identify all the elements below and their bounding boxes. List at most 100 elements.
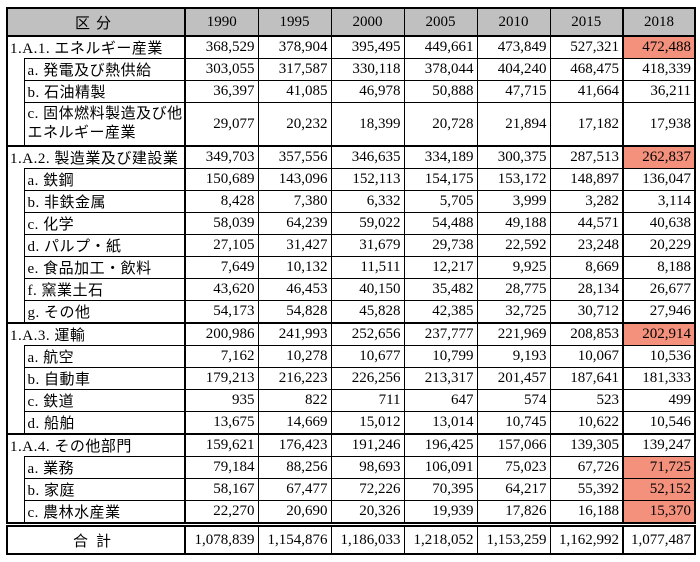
- indent-strip: [6, 168, 25, 323]
- value-cell: 9,925: [476, 256, 551, 279]
- value-cell: 70,395: [403, 478, 478, 501]
- value-cell: 176,423: [257, 433, 332, 457]
- value-cell: 179,213: [184, 367, 259, 390]
- section-row: 1.A.2. 製造業及び建設業 349,703 357,556 346,635 334,…: [6, 145, 696, 169]
- value-cell: 29,077: [184, 102, 259, 147]
- value-cell: 10,546: [622, 411, 696, 435]
- value-cell: 44,571: [549, 212, 624, 235]
- year-header: 2010: [476, 7, 551, 37]
- value-cell: 11,511: [330, 256, 405, 279]
- value-cell: 22,592: [476, 234, 551, 257]
- value-cell: 3,999: [476, 190, 551, 213]
- value-cell: 262,837: [622, 145, 696, 169]
- total-row: 合計 1,078,839 1,154,876 1,186,033 1,218,052 1,…: [6, 522, 696, 555]
- value-cell: 159,621: [184, 433, 259, 457]
- value-cell: 20,728: [403, 102, 478, 147]
- value-cell: 472,488: [622, 35, 696, 59]
- value-cell: 3,282: [549, 190, 624, 213]
- value-cell: 139,247: [622, 433, 696, 457]
- value-cell: 64,239: [257, 212, 332, 235]
- subrow-label: f. 窯業土石: [23, 278, 187, 301]
- value-cell: 64,217: [476, 478, 551, 501]
- value-cell: 647: [403, 389, 478, 412]
- value-cell: 10,677: [330, 345, 405, 368]
- subrow-label: e. 食品加工・飲料: [23, 256, 187, 279]
- value-cell: 54,173: [184, 300, 259, 324]
- value-cell: 20,326: [330, 500, 405, 525]
- value-cell: 468,475: [549, 58, 624, 81]
- value-cell: 12,217: [403, 256, 478, 279]
- value-cell: 9,193: [476, 345, 551, 368]
- section-label: 1.A.2. 製造業及び建設業: [6, 145, 187, 169]
- indent-strip: [6, 345, 25, 434]
- subrow-label: a. 業務: [23, 456, 187, 479]
- year-header: 2018: [622, 7, 696, 37]
- value-cell: 346,635: [330, 145, 405, 169]
- value-cell: 10,745: [476, 411, 551, 435]
- value-cell: 10,799: [403, 345, 478, 368]
- value-cell: 300,375: [476, 145, 551, 169]
- subrow: g. その他 54,173 54,828 45,828 42,385 32,725 30,7…: [7, 300, 696, 324]
- value-cell: 30,712: [549, 300, 624, 324]
- value-cell: 75,023: [476, 456, 551, 479]
- section-label: 1.A.1. エネルギー産業: [6, 35, 187, 59]
- value-cell: 252,656: [330, 322, 405, 346]
- value-cell: 330,118: [330, 58, 405, 81]
- table-body: 1.A.1. エネルギー産業 368,529 378,904 395,495 449,6…: [6, 35, 696, 555]
- value-cell: 67,477: [257, 478, 332, 501]
- value-cell: 357,556: [257, 145, 332, 169]
- value-cell: 42,385: [403, 300, 478, 324]
- subrow-label: b. 非鉄金属: [23, 190, 187, 213]
- value-cell: 136,047: [622, 168, 696, 191]
- value-cell: 40,150: [330, 278, 405, 301]
- value-cell: 72,226: [330, 478, 405, 501]
- value-cell: 17,826: [476, 500, 551, 525]
- value-cell: 7,162: [184, 345, 259, 368]
- subrow: d. 船舶 13,675 14,669 15,012 13,014 10,745 10,62…: [7, 411, 696, 435]
- value-cell: 10,622: [549, 411, 624, 435]
- value-cell: 13,675: [184, 411, 259, 435]
- value-cell: 157,066: [476, 433, 551, 457]
- value-cell: 45,828: [330, 300, 405, 324]
- value-cell: 213,317: [403, 367, 478, 390]
- value-cell: 15,370: [622, 500, 696, 525]
- value-cell: 154,175: [403, 168, 478, 191]
- value-cell: 20,229: [622, 234, 696, 257]
- subrow-label: c. 農林水産業: [23, 500, 187, 525]
- value-cell: 32,725: [476, 300, 551, 324]
- value-cell: 29,738: [403, 234, 478, 257]
- value-cell: 226,256: [330, 367, 405, 390]
- value-cell: 79,184: [184, 456, 259, 479]
- total-value-cell: 1,153,259: [476, 522, 551, 555]
- indent-strip: [6, 456, 25, 525]
- value-cell: 98,693: [330, 456, 405, 479]
- value-cell: 22,270: [184, 500, 259, 525]
- value-cell: 202,914: [622, 322, 696, 346]
- value-cell: 31,427: [257, 234, 332, 257]
- value-cell: 303,055: [184, 58, 259, 81]
- value-cell: 54,488: [403, 212, 478, 235]
- section-row: 1.A.1. エネルギー産業 368,529 378,904 395,495 449,6…: [6, 35, 696, 59]
- subrow: c. 固体燃料製造及び他エネルギー産業 29,077 20,232 18,399 20,…: [7, 102, 696, 147]
- subrow: a. 業務 79,184 88,256 98,693 106,091 75,023 67,7…: [6, 456, 696, 525]
- value-cell: 5,705: [403, 190, 478, 213]
- subrow: d. パルプ・紙 27,105 31,427 31,679 29,738 22,592 23…: [7, 234, 696, 257]
- value-cell: 67,726: [549, 456, 624, 479]
- value-cell: 221,969: [476, 322, 551, 346]
- value-cell: 6,332: [330, 190, 405, 213]
- section-label: 1.A.3. 運輸: [6, 322, 187, 346]
- value-cell: 59,022: [330, 212, 405, 235]
- value-cell: 378,904: [257, 35, 332, 59]
- value-cell: 8,188: [622, 256, 696, 279]
- subrow: e. 食品加工・飲料 7,649 10,132 11,511 12,217 9,925 8,…: [7, 256, 696, 279]
- value-cell: 26,677: [622, 278, 696, 301]
- total-value-cell: 1,077,487: [622, 522, 696, 555]
- value-cell: 19,939: [403, 500, 478, 525]
- subrow: a. 航空 7,162 10,278 10,677 10,799 9,193 10,067 1…: [6, 345, 696, 434]
- subrow-label: b. 石油精製: [23, 80, 187, 103]
- value-cell: 822: [257, 389, 332, 412]
- value-cell: 187,641: [549, 367, 624, 390]
- value-cell: 17,938: [622, 102, 696, 147]
- section-label: 1.A.4. その他部門: [6, 433, 187, 457]
- value-cell: 711: [330, 389, 405, 412]
